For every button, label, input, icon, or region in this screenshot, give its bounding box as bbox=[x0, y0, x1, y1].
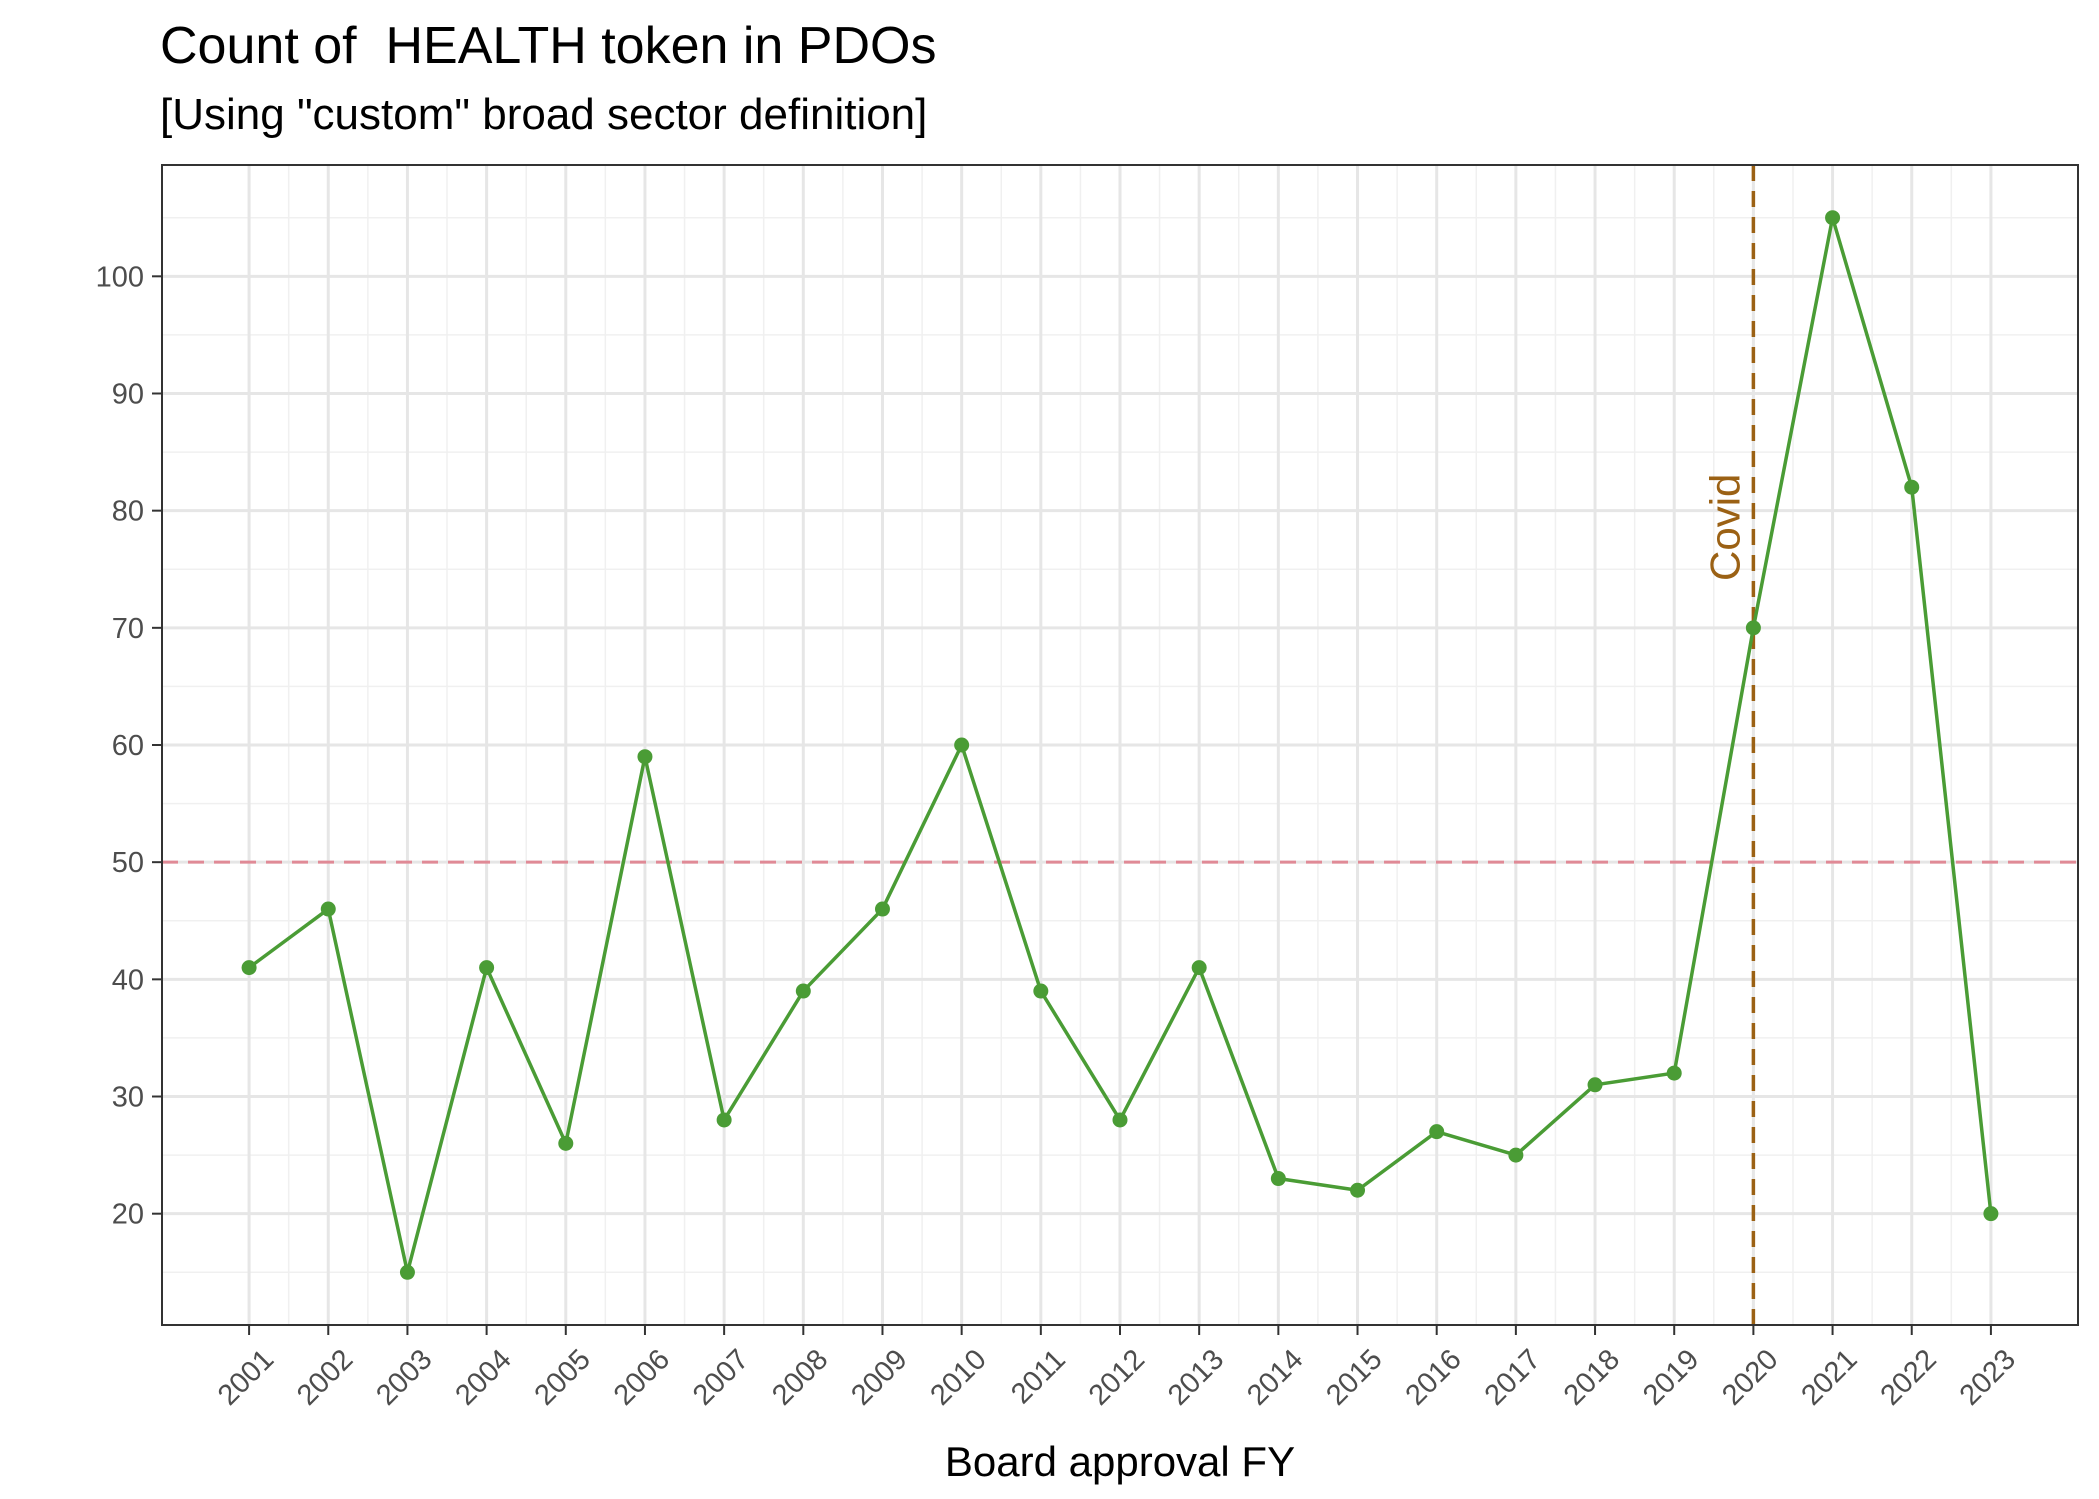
x-tick-label: 2005 bbox=[529, 1343, 597, 1411]
x-tick-label: 2018 bbox=[1558, 1343, 1626, 1411]
x-tick-label: 2009 bbox=[845, 1343, 913, 1411]
x-tick-label: 2017 bbox=[1479, 1343, 1547, 1411]
x-tick-label: 2012 bbox=[1083, 1343, 1151, 1411]
x-tick-label: 2011 bbox=[1005, 1343, 1072, 1410]
data-point bbox=[1191, 960, 1207, 976]
y-tick-label: 70 bbox=[112, 613, 144, 645]
data-point bbox=[1033, 983, 1049, 999]
y-tick-label: 50 bbox=[112, 847, 144, 879]
x-tick-label: 2016 bbox=[1400, 1343, 1468, 1411]
data-point bbox=[874, 901, 890, 917]
data-points bbox=[241, 210, 1999, 1280]
data-point bbox=[320, 901, 336, 917]
x-tick-label: 2019 bbox=[1637, 1343, 1705, 1411]
y-tick-label: 90 bbox=[112, 378, 144, 410]
covid-label: Covid bbox=[1701, 474, 1748, 581]
x-tick-label: 2004 bbox=[449, 1343, 517, 1411]
data-point bbox=[1508, 1147, 1524, 1163]
y-tick-label: 80 bbox=[112, 496, 144, 528]
x-tick-label: 2003 bbox=[370, 1343, 438, 1411]
x-tick-label: 2021 bbox=[1795, 1343, 1863, 1411]
y-axis: 20 30 40 50 60 70 80 90 100 bbox=[96, 261, 162, 1231]
data-point bbox=[1350, 1182, 1366, 1198]
data-point bbox=[558, 1135, 574, 1151]
y-tick-label: 100 bbox=[96, 261, 144, 293]
chart-subtitle: [Using "custom" broad sector definition] bbox=[160, 90, 928, 139]
data-point bbox=[1904, 479, 1920, 495]
x-tick-label: 2014 bbox=[1241, 1343, 1309, 1411]
data-point bbox=[1983, 1206, 1999, 1222]
x-tick-label: 2006 bbox=[608, 1343, 676, 1411]
data-point bbox=[1745, 620, 1761, 636]
x-axis-label: Board approval FY bbox=[945, 1438, 1295, 1485]
data-point bbox=[1825, 210, 1841, 226]
data-point bbox=[716, 1112, 732, 1128]
data-point bbox=[241, 960, 257, 976]
data-point bbox=[1429, 1124, 1445, 1140]
chart-title: Count of HEALTH token in PDOs bbox=[160, 17, 937, 75]
x-tick-label: 2001 bbox=[212, 1343, 280, 1411]
data-point bbox=[795, 983, 811, 999]
x-tick-label: 2015 bbox=[1320, 1343, 1388, 1411]
y-tick-label: 40 bbox=[112, 964, 144, 996]
data-point bbox=[1666, 1065, 1682, 1081]
x-axis: 2001 2002 2003 2004 2005 2006 2007 2008 2009 2010… bbox=[212, 1325, 2022, 1412]
data-point bbox=[1270, 1171, 1286, 1187]
x-tick-label: 2023 bbox=[1954, 1343, 2022, 1411]
y-tick-label: 30 bbox=[112, 1082, 144, 1114]
data-point bbox=[954, 737, 970, 753]
x-tick-label: 2013 bbox=[1162, 1343, 1230, 1411]
x-tick-label: 2022 bbox=[1875, 1343, 1943, 1411]
reference-lines: Covid bbox=[162, 165, 2078, 1325]
data-point bbox=[399, 1264, 415, 1280]
x-tick-label: 2007 bbox=[687, 1343, 755, 1411]
x-tick-label: 2020 bbox=[1716, 1343, 1784, 1411]
y-tick-label: 60 bbox=[112, 730, 144, 762]
data-point bbox=[637, 749, 653, 765]
data-point bbox=[1112, 1112, 1128, 1128]
data-point bbox=[1587, 1077, 1603, 1093]
x-tick-label: 2010 bbox=[924, 1343, 992, 1411]
x-tick-label: 2002 bbox=[291, 1343, 359, 1411]
y-tick-label: 20 bbox=[112, 1199, 144, 1231]
x-tick-label: 2008 bbox=[766, 1343, 834, 1411]
data-point bbox=[479, 960, 495, 976]
